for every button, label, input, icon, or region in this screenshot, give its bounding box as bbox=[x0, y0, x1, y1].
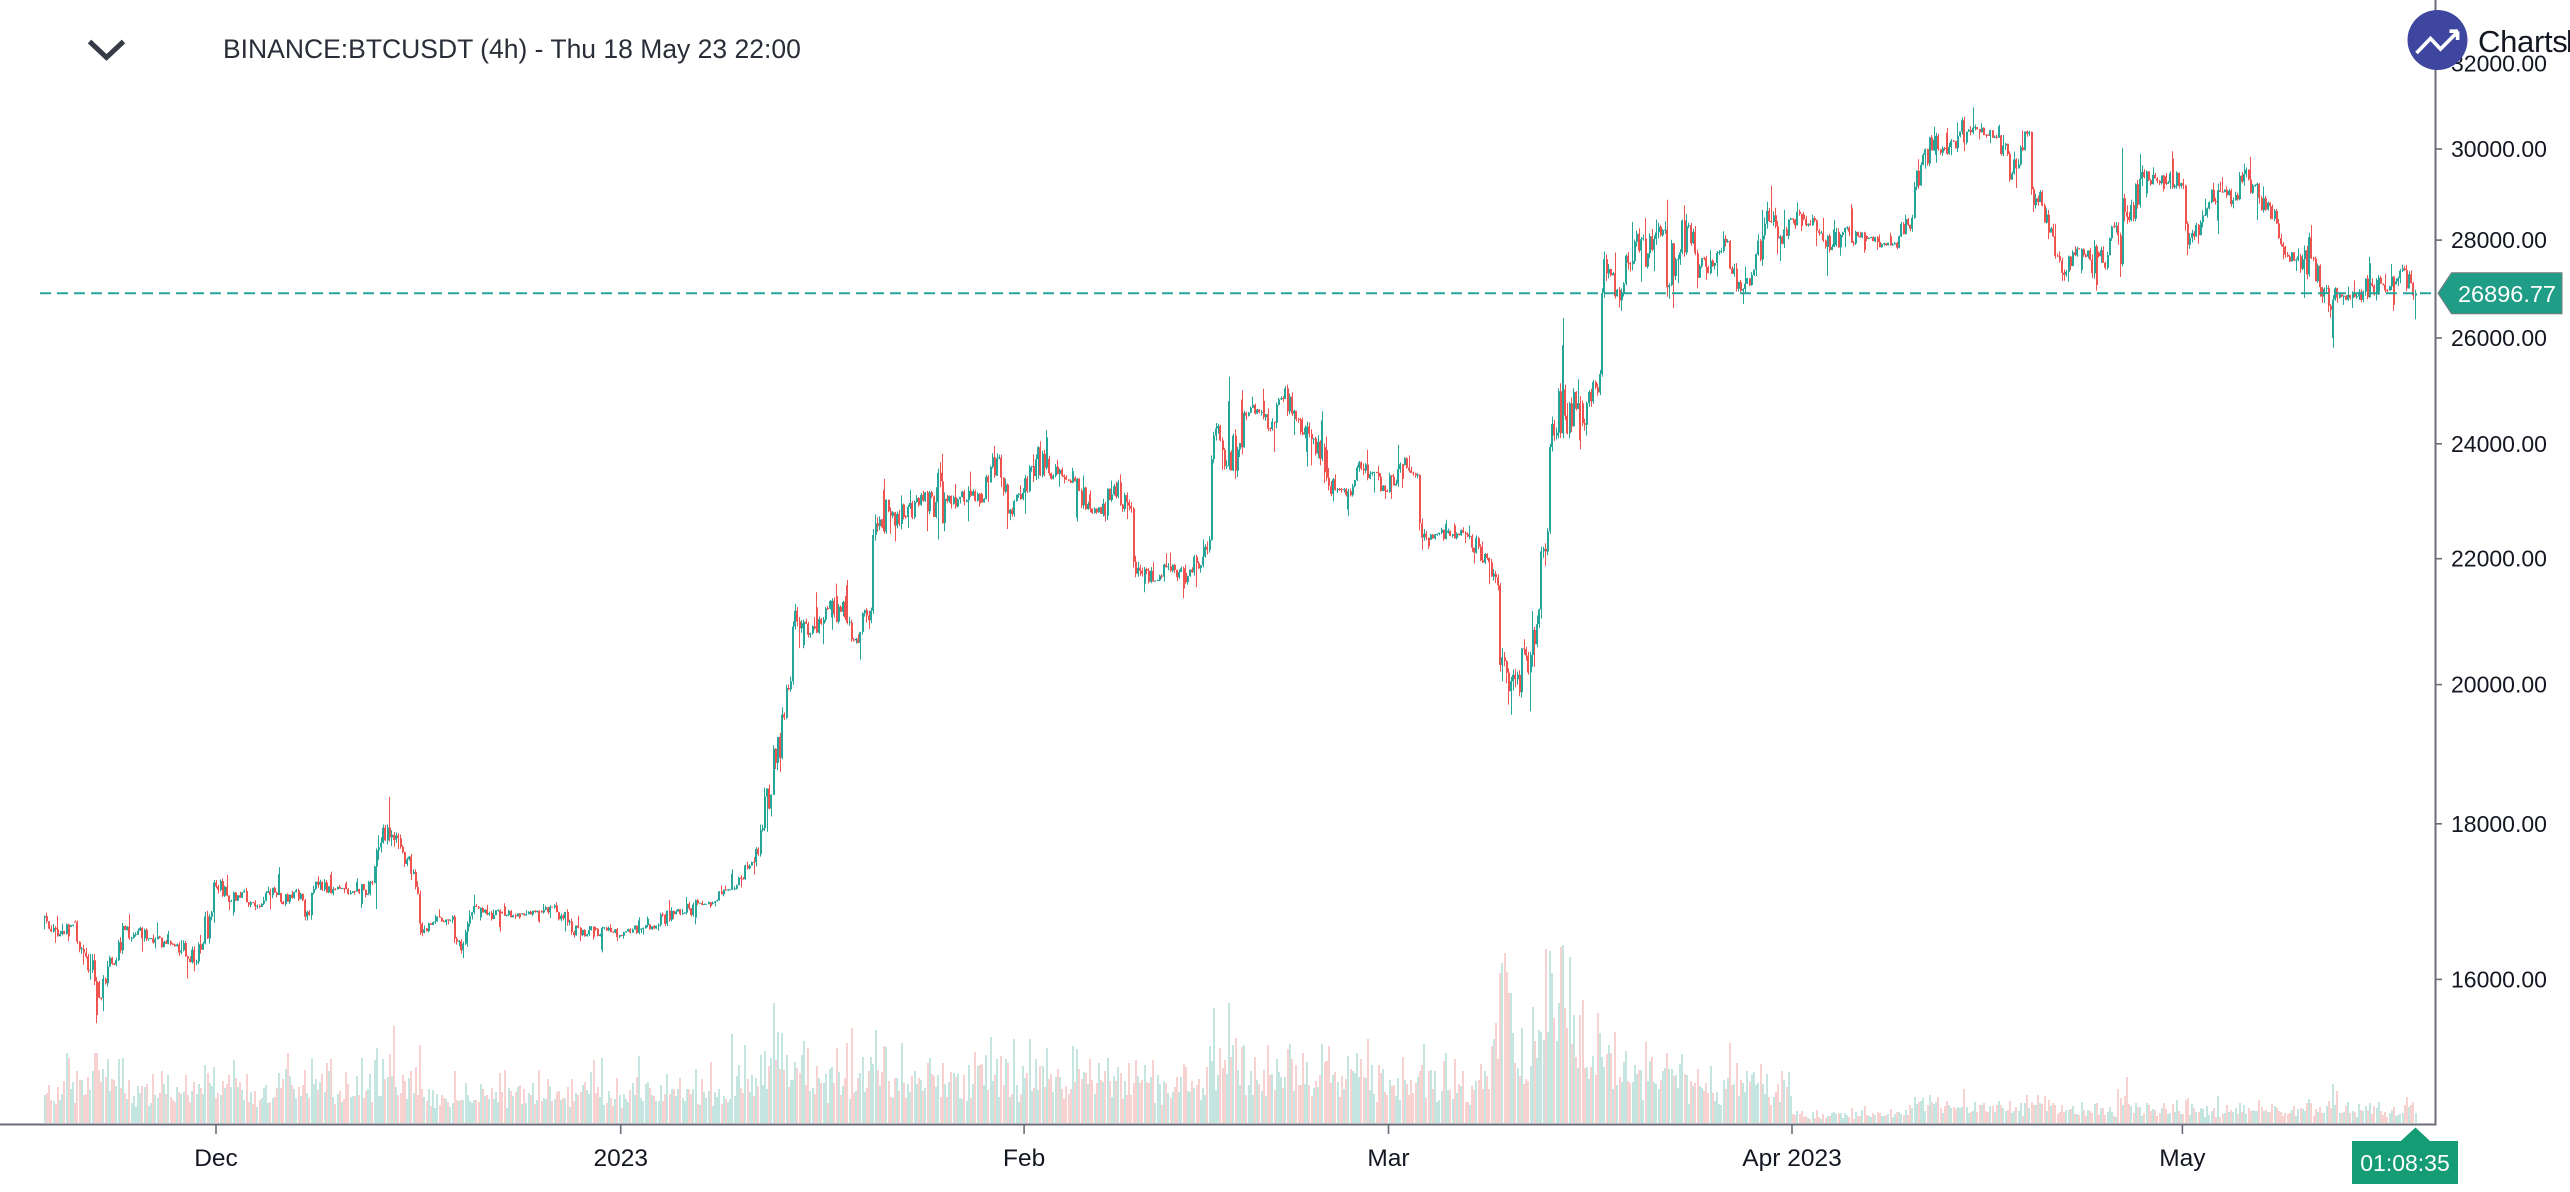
svg-text:30000.00: 30000.00 bbox=[2451, 136, 2547, 162]
svg-text:16000.00: 16000.00 bbox=[2451, 966, 2547, 992]
svg-text:20000.00: 20000.00 bbox=[2451, 672, 2547, 698]
svg-text:28000.00: 28000.00 bbox=[2451, 227, 2547, 253]
svg-text:22000.00: 22000.00 bbox=[2451, 546, 2547, 572]
svg-text:May: May bbox=[2159, 1145, 2206, 1172]
svg-text:26896.77: 26896.77 bbox=[2458, 281, 2556, 307]
svg-text:26000.00: 26000.00 bbox=[2451, 325, 2547, 351]
svg-text:32000.00: 32000.00 bbox=[2451, 51, 2547, 77]
svg-text:Mar: Mar bbox=[1367, 1145, 1409, 1172]
svg-text:Dec: Dec bbox=[194, 1145, 238, 1172]
svg-text:01:08:35: 01:08:35 bbox=[2360, 1150, 2450, 1176]
svg-text:Apr 2023: Apr 2023 bbox=[1742, 1145, 1841, 1172]
svg-text:BINANCE:BTCUSDT (4h) - Thu 18: BINANCE:BTCUSDT (4h) - Thu 18 May 23 22:… bbox=[223, 34, 801, 64]
svg-text:by TradingView: by TradingView bbox=[2566, 24, 2570, 59]
svg-text:Feb: Feb bbox=[1003, 1145, 1045, 1172]
svg-text:Charts: Charts bbox=[2478, 24, 2568, 59]
svg-text:2023: 2023 bbox=[593, 1145, 648, 1172]
svg-text:18000.00: 18000.00 bbox=[2451, 811, 2547, 837]
svg-text:24000.00: 24000.00 bbox=[2451, 431, 2547, 457]
